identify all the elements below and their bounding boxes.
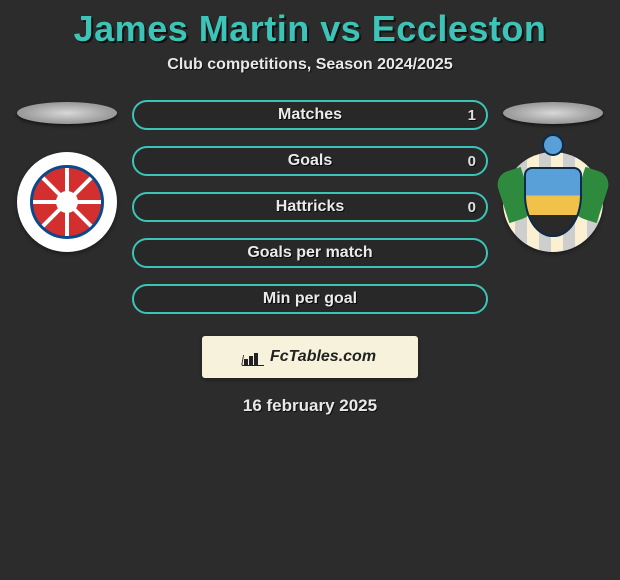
stat-bars: Matches 1 Goals 0 Hattricks 0 Goals per …: [132, 100, 488, 314]
stat-label: Goals: [288, 152, 332, 170]
stat-row-goals-per-match: Goals per match: [132, 238, 488, 268]
snapshot-date: 16 february 2025: [10, 396, 610, 416]
stat-row-goals: Goals 0: [132, 146, 488, 176]
left-player-column: [12, 102, 122, 252]
ball-icon: [542, 134, 564, 156]
stat-right-value: 0: [468, 153, 476, 170]
bar-chart-icon: [244, 349, 264, 365]
right-player-column: [498, 102, 608, 252]
comparison-panel: Matches 1 Goals 0 Hattricks 0 Goals per …: [10, 102, 610, 314]
right-club-crest: [503, 152, 603, 252]
stat-label: Goals per match: [247, 244, 372, 262]
stat-row-matches: Matches 1: [132, 100, 488, 130]
left-player-avatar: [17, 102, 117, 124]
branding-badge: FcTables.com: [202, 336, 418, 378]
left-club-crest: [17, 152, 117, 252]
stat-label: Matches: [278, 106, 342, 124]
page-title: James Martin vs Eccleston: [10, 8, 610, 50]
right-player-avatar: [503, 102, 603, 124]
stat-right-value: 1: [468, 107, 476, 124]
stat-right-value: 0: [468, 199, 476, 216]
wheel-icon: [30, 165, 104, 239]
stat-row-hattricks: Hattricks 0: [132, 192, 488, 222]
stat-row-min-per-goal: Min per goal: [132, 284, 488, 314]
stat-label: Min per goal: [263, 290, 357, 308]
page-subtitle: Club competitions, Season 2024/2025: [10, 56, 610, 74]
stat-label: Hattricks: [276, 198, 344, 216]
branding-text: FcTables.com: [270, 348, 376, 366]
